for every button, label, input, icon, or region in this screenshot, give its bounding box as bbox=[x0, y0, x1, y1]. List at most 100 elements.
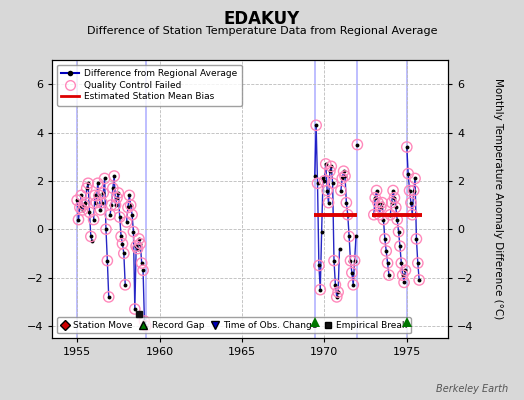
Point bbox=[386, 212, 395, 218]
Point bbox=[396, 243, 404, 249]
Point bbox=[408, 212, 417, 218]
Point bbox=[334, 289, 342, 295]
Point bbox=[134, 245, 142, 252]
Point bbox=[141, 323, 150, 329]
Point bbox=[124, 204, 132, 211]
Point bbox=[323, 187, 331, 194]
Point bbox=[338, 175, 346, 182]
Point bbox=[373, 187, 381, 194]
Point bbox=[351, 258, 359, 264]
Point bbox=[86, 233, 95, 240]
Point bbox=[401, 267, 410, 274]
Point bbox=[99, 190, 107, 196]
Point bbox=[369, 212, 378, 218]
Point bbox=[97, 200, 106, 206]
Point bbox=[395, 228, 403, 235]
Point bbox=[398, 272, 407, 278]
Point bbox=[397, 260, 406, 266]
Y-axis label: Monthly Temperature Anomaly Difference (°C): Monthly Temperature Anomaly Difference (… bbox=[493, 78, 503, 320]
Point bbox=[353, 142, 362, 148]
Point bbox=[389, 187, 397, 194]
Point bbox=[400, 279, 408, 286]
Point bbox=[340, 168, 348, 174]
Text: EDAKUY: EDAKUY bbox=[224, 10, 300, 28]
Point bbox=[346, 258, 355, 264]
Point bbox=[349, 282, 357, 288]
Point bbox=[380, 236, 389, 242]
Point bbox=[342, 200, 351, 206]
Point bbox=[125, 192, 134, 198]
Point bbox=[75, 204, 84, 211]
Point bbox=[320, 178, 329, 184]
Point bbox=[313, 180, 322, 186]
Point bbox=[136, 240, 145, 247]
Point bbox=[330, 258, 338, 264]
Point bbox=[316, 286, 324, 293]
Point bbox=[404, 170, 412, 177]
Legend: Station Move, Record Gap, Time of Obs. Change, Empirical Break: Station Move, Record Gap, Time of Obs. C… bbox=[57, 317, 411, 334]
Point bbox=[96, 207, 105, 213]
Point bbox=[74, 216, 83, 223]
Point bbox=[129, 228, 138, 235]
Point bbox=[115, 214, 124, 220]
Point bbox=[126, 202, 135, 208]
Text: Difference of Station Temperature Data from Regional Average: Difference of Station Temperature Data f… bbox=[87, 26, 437, 36]
Point bbox=[83, 185, 91, 191]
Point bbox=[312, 122, 320, 128]
Point bbox=[140, 318, 149, 324]
Point bbox=[110, 173, 118, 179]
Point bbox=[341, 173, 349, 179]
Point bbox=[121, 282, 129, 288]
Point bbox=[119, 250, 128, 256]
Point bbox=[407, 200, 415, 206]
Point bbox=[331, 282, 340, 288]
Point bbox=[378, 200, 386, 206]
Point bbox=[114, 190, 123, 196]
Point bbox=[77, 192, 85, 198]
Point bbox=[106, 212, 114, 218]
Point bbox=[112, 202, 120, 208]
Point bbox=[374, 200, 382, 206]
Point bbox=[388, 200, 396, 206]
Point bbox=[104, 294, 113, 300]
Point bbox=[101, 175, 109, 182]
Point bbox=[117, 233, 125, 240]
Point bbox=[107, 202, 116, 208]
Point bbox=[382, 248, 390, 254]
Point bbox=[375, 212, 384, 218]
Point bbox=[371, 194, 379, 201]
Point bbox=[91, 192, 99, 198]
Point bbox=[137, 260, 146, 266]
Point bbox=[413, 260, 422, 266]
Point bbox=[123, 219, 131, 225]
Text: Berkeley Earth: Berkeley Earth bbox=[436, 384, 508, 394]
Point bbox=[391, 204, 400, 211]
Point bbox=[337, 187, 345, 194]
Point bbox=[80, 202, 88, 208]
Point bbox=[73, 197, 81, 204]
Point bbox=[84, 180, 92, 186]
Point bbox=[385, 272, 393, 278]
Point bbox=[409, 187, 418, 194]
Point bbox=[132, 243, 140, 249]
Point bbox=[139, 267, 147, 274]
Point bbox=[85, 209, 94, 216]
Point bbox=[348, 270, 356, 276]
Point bbox=[108, 185, 117, 191]
Point bbox=[103, 258, 112, 264]
Point bbox=[135, 236, 143, 242]
Point bbox=[384, 260, 392, 266]
Point bbox=[390, 194, 399, 201]
Point bbox=[315, 262, 323, 269]
Point bbox=[79, 207, 87, 213]
Point bbox=[90, 216, 98, 223]
Point bbox=[102, 226, 110, 232]
Point bbox=[344, 212, 352, 218]
Point bbox=[329, 180, 337, 186]
Point bbox=[406, 187, 414, 194]
Point bbox=[402, 144, 411, 150]
Point bbox=[95, 192, 103, 198]
Point bbox=[118, 240, 127, 247]
Point bbox=[322, 161, 330, 167]
Point bbox=[415, 277, 423, 283]
